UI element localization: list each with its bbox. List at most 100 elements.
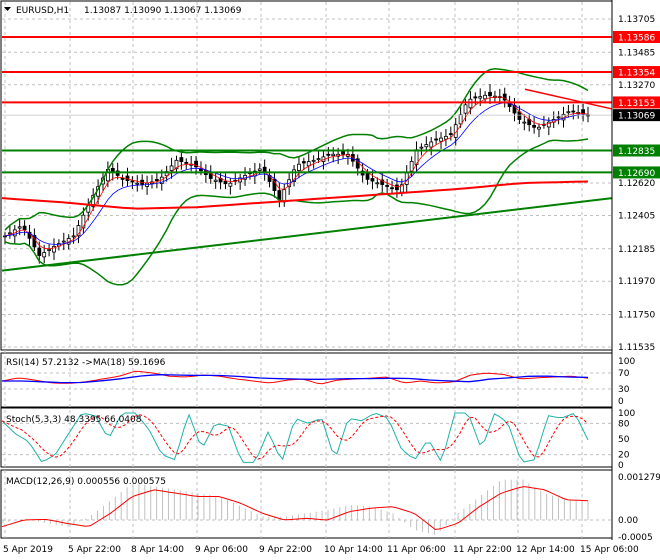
support-trendline [1,197,613,272]
bull-candle [375,182,380,185]
bear-candle [502,93,507,101]
x-tick-label: 11 Apr 06:00 [387,545,446,555]
indicator-panels [1,370,589,535]
macd-tick-label: 0.00 [618,516,638,526]
rsi-label: RSI(14) 57.2132 ->MA(18) 59.1696 [6,358,166,368]
stoch-main-line [1,412,589,463]
bull-candle [174,159,179,170]
level-price-tag [613,30,660,43]
level-price-label: 1.13586 [618,33,655,43]
bull-candle [213,179,218,182]
y-tick-label: 1.11535 [618,343,655,353]
bull-candle [409,161,414,172]
y-tick-label: 1.12185 [618,245,655,255]
bull-candle [17,226,22,229]
level-price-label: 1.13153 [618,99,655,109]
bull-candle [566,111,571,114]
bear-candle [154,179,159,182]
dropdown-triangle-icon[interactable] [4,7,11,11]
bear-candle [179,157,184,163]
level-price-tag [613,144,660,157]
bear-candle [448,133,453,136]
bull-candle [439,137,443,142]
axes: 5 Apr 2019 5 Apr 22:00 8 Apr 14:00 9 Apr 06… [3,0,660,555]
bull-candle [7,232,12,235]
bull-candle [453,124,458,138]
bull-candle [537,126,541,130]
bear-candle [223,181,228,185]
bull-candle [61,240,66,243]
bull-candle [316,158,321,160]
bull-candle [292,169,296,182]
y-tick-label: 1.11750 [618,311,655,321]
y-tick-label: 1.13485 [618,48,655,58]
bull-candle [81,214,86,229]
bear-candle [341,150,345,155]
bull-candle [331,153,336,157]
stoch-label: Stoch(5,3,3) 48.3395 66.0408 [6,415,142,425]
x-tick-label: 11 Apr 22:00 [453,545,512,555]
bull-candle [478,96,483,99]
bull-candle [47,249,51,251]
stoch-tick-label: 0 [618,461,624,471]
stoch-tick-label: 100 [618,409,635,419]
bull-candle [3,235,7,238]
rsi-tick-label: 0 [618,397,624,407]
bear-candle [395,184,399,191]
level-price-tag [613,166,660,179]
bull-candle [71,235,76,238]
level-price-label: 1.12835 [618,147,655,157]
bull-candle [135,182,140,185]
bear-candle [130,180,135,183]
chart-header: EURUSD,H1 1.13087 1.13090 1.13067 1.1306… [4,6,242,16]
bull-candle [429,141,434,148]
bear-candle [37,247,42,256]
panel-frame [0,0,613,351]
bull-candle [463,104,468,114]
bear-candle [326,153,331,156]
bull-candle [52,246,56,253]
y-tick-label: 1.13705 [618,15,655,25]
bull-candle [76,225,81,237]
bear-candle [380,179,385,185]
level-price-label: 1.13354 [618,69,655,79]
bear-candle [120,177,125,180]
y-tick-label: 1.12620 [618,179,655,189]
macd-signal-line [1,486,589,531]
bear-candle [370,178,375,182]
bull-candle [169,165,174,171]
ma200-line [1,180,589,210]
fast-ma-line [4,96,589,250]
bull-candle [42,252,47,258]
x-tick-label: 9 Apr 06:00 [195,545,248,555]
bear-candle [434,138,439,141]
bull-candle [311,159,316,162]
bull-candle [458,114,463,125]
bull-candle [257,168,262,171]
x-tick-label: 15 Apr 06:00 [580,545,639,555]
bear-candle [22,225,27,231]
stoch-tick-label: 50 [618,435,630,445]
bull-candle [468,98,473,109]
x-tick-label: 5 Apr 2019 [3,545,53,555]
bear-candle [571,110,576,113]
medium-ma-line [4,102,589,245]
level-price-tag [613,66,660,79]
bull-candle [424,144,429,148]
bollinger-upper-band [4,68,589,231]
bull-candle [546,121,551,128]
stoch-signal-line [1,414,589,460]
bull-candle [228,182,233,187]
current-price-label: 1.13069 [618,112,655,122]
bear-candle [272,178,277,191]
bear-candle [385,185,390,187]
bear-candle [194,160,198,168]
bull-candle [419,146,424,149]
level-price-tag [613,96,660,109]
x-tick-label: 12 Apr 14:00 [516,545,575,555]
rsi-tick-label: 30 [618,385,630,395]
main-price-panel [1,35,613,286]
symbol-label: EURUSD,H1 [16,6,69,16]
